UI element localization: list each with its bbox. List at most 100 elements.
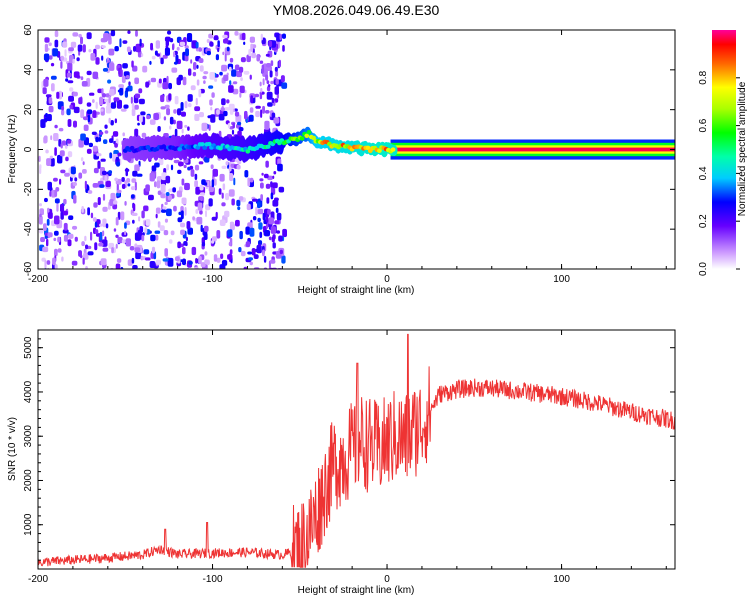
heatmap-cell	[210, 106, 213, 111]
ridge-blob	[377, 148, 382, 153]
heatmap-cell	[161, 172, 167, 181]
heatmap-cell	[108, 170, 113, 174]
heatmap-cell	[257, 201, 261, 209]
heatmap-cell	[201, 122, 208, 131]
heatmap-cell	[226, 99, 230, 104]
heatmap-cell	[158, 78, 162, 84]
heatmap-cell	[170, 164, 174, 171]
ridge-blob	[195, 145, 201, 150]
heatmap-cell	[85, 266, 88, 269]
heatmap-cell	[93, 167, 99, 174]
heatmap-cell	[180, 222, 186, 228]
heatmap-cell	[117, 152, 122, 157]
heatmap-cell	[253, 254, 259, 259]
heatmap-cell	[262, 212, 266, 221]
heatmap-cell	[165, 192, 170, 196]
heatmap-cell	[209, 41, 214, 47]
heatmap-cell	[56, 203, 59, 212]
heatmap-cell	[87, 251, 94, 256]
heatmap-cell	[102, 193, 106, 201]
heatmap-cell	[76, 57, 80, 62]
heatmap-cell	[97, 197, 101, 206]
heatmap-cell	[242, 32, 246, 41]
heatmap-cell	[187, 94, 193, 102]
heatmap-cell	[270, 80, 274, 85]
heatmap-cell	[48, 105, 54, 113]
heatmap-cell	[95, 57, 100, 65]
heatmap-cell	[229, 223, 235, 231]
heatmap-cell	[263, 255, 267, 263]
heatmap-cell	[134, 128, 139, 138]
heatmap-cell	[155, 213, 158, 219]
heatmap-cell	[281, 82, 288, 89]
heatmap-cell	[166, 108, 170, 116]
heatmap-cell	[129, 246, 135, 251]
heatmap-cell	[101, 88, 104, 95]
heatmap-cell	[85, 244, 89, 250]
heatmap-cell	[124, 222, 127, 229]
heatmap-cell	[82, 161, 85, 166]
y-tick-label: 3000	[23, 425, 34, 448]
heatmap-cell	[176, 120, 183, 130]
heatmap-cell	[50, 157, 55, 167]
heatmap-cell	[198, 89, 202, 98]
heatmap-cell	[271, 97, 275, 104]
heatmap-cell	[130, 96, 133, 104]
heatmap-cell	[113, 200, 118, 205]
heatmap-cell	[222, 183, 226, 191]
heatmap-cell	[143, 205, 149, 212]
heatmap-cell	[132, 265, 138, 269]
heatmap-cell	[164, 201, 168, 205]
snr-x-label: Height of straight line (km)	[298, 585, 415, 596]
heatmap-cell	[194, 164, 200, 171]
heatmap-cell	[200, 226, 203, 232]
heatmap-cell	[237, 121, 242, 126]
heatmap-cell	[272, 175, 275, 179]
heatmap-cell	[118, 84, 124, 88]
heatmap-cell	[138, 98, 145, 105]
heatmap-cell	[250, 43, 254, 52]
heatmap-cell	[131, 60, 134, 68]
heatmap-cell	[89, 92, 95, 96]
heatmap-cell	[224, 53, 227, 62]
heatmap-cell	[177, 169, 182, 174]
heatmap-cell	[217, 47, 220, 53]
heatmap-cell	[211, 240, 215, 244]
heatmap-cell	[50, 135, 53, 141]
heatmap-cell	[228, 189, 235, 197]
figure-title: YM08.2026.049.06.49.E30	[273, 2, 440, 18]
spectrogram-ridge	[121, 126, 675, 163]
heatmap-cell	[268, 40, 273, 48]
heatmap-cell	[165, 175, 171, 184]
heatmap-cell	[104, 124, 108, 129]
heatmap-cell	[87, 190, 93, 194]
heatmap-cell	[86, 102, 92, 107]
heatmap-cell	[88, 49, 92, 53]
heatmap-cell	[67, 80, 74, 84]
heatmap-cell	[160, 106, 166, 110]
heatmap-cell	[276, 93, 279, 99]
heatmap-cell	[82, 169, 87, 174]
heatmap-cell	[240, 77, 243, 81]
heatmap-cell	[69, 104, 73, 110]
heatmap-cell	[210, 114, 216, 123]
heatmap-cell	[259, 231, 263, 238]
heatmap-cell	[100, 258, 107, 266]
heatmap-cell	[266, 80, 270, 85]
heatmap-cell	[110, 120, 114, 126]
heatmap-cell	[164, 47, 170, 56]
y-tick-label: 1000	[23, 513, 34, 536]
colorbar: 0.0 0.2 0.4 0.6 0.8 Normalized spectral ampl…	[698, 30, 748, 276]
heatmap-cell	[121, 75, 126, 83]
heatmap-cell	[282, 228, 287, 238]
heatmap-cell	[188, 68, 192, 76]
ridge-blob	[299, 136, 305, 141]
heatmap-cell	[259, 60, 264, 64]
colorbar-label: Normalized spectral amplitude	[737, 81, 748, 216]
heatmap-cell	[164, 104, 170, 109]
heatmap-cell	[63, 198, 67, 205]
heatmap-cell	[137, 122, 140, 126]
heatmap-cell	[159, 225, 165, 231]
heatmap-cell	[132, 219, 135, 224]
heatmap-cell	[145, 81, 150, 88]
